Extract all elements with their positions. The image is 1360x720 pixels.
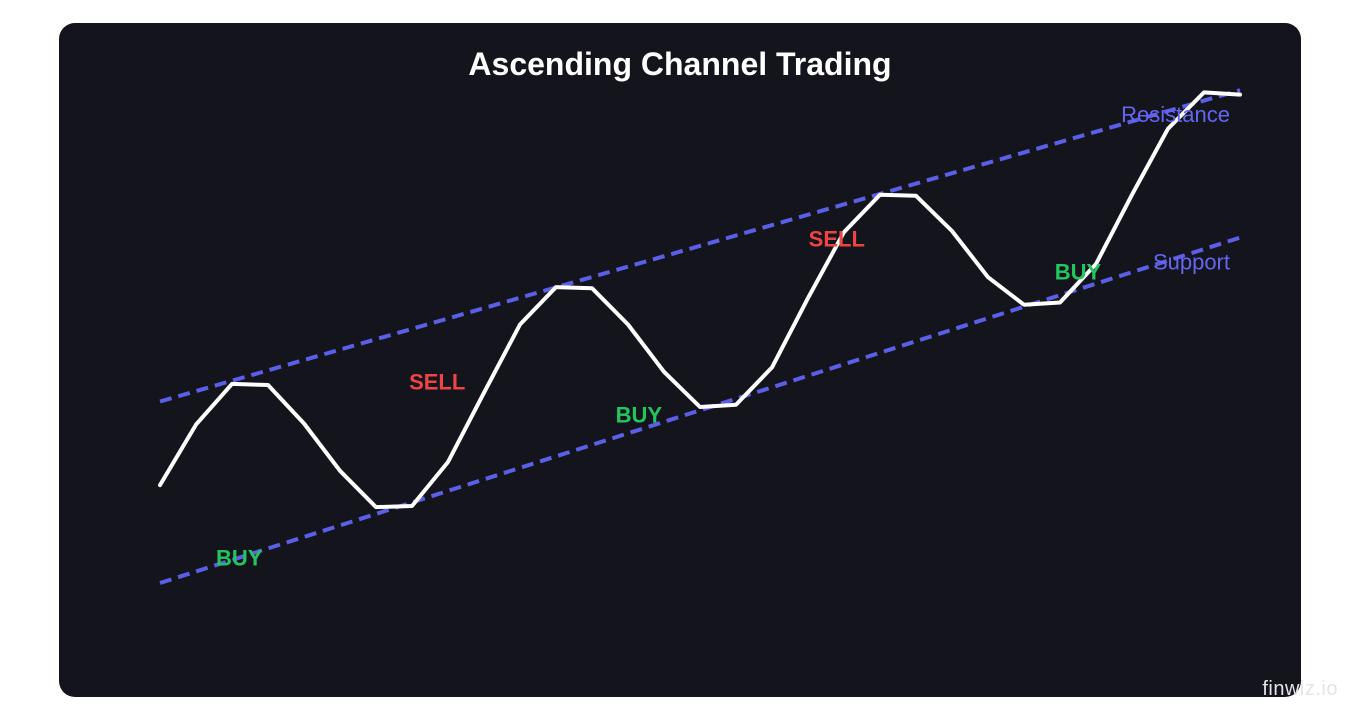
channel-lines (159, 88, 1241, 585)
resistance-label: Resistance (1121, 102, 1230, 127)
chart-card: Ascending Channel Trading Resistance Supp… (59, 23, 1301, 697)
price-series (158, 90, 1242, 510)
chart-svg: Ascending Channel Trading Resistance Supp… (158, 46, 1242, 585)
support-label: Support (1153, 250, 1230, 275)
price-line (158, 90, 1242, 510)
support-line (159, 235, 1241, 585)
resistance-line (159, 88, 1241, 404)
sell-signal-label: SELL (809, 226, 865, 251)
buy-signal-label: BUY (1055, 259, 1102, 284)
chart-labels: Resistance Support BUY SELL BUY SELL BUY (216, 102, 1230, 570)
sell-signal-label: SELL (409, 369, 465, 394)
watermark: finwiz.io (1262, 678, 1338, 700)
buy-signal-label: BUY (216, 545, 263, 570)
buy-signal-label: BUY (616, 402, 663, 427)
chart-title: Ascending Channel Trading (468, 46, 891, 82)
